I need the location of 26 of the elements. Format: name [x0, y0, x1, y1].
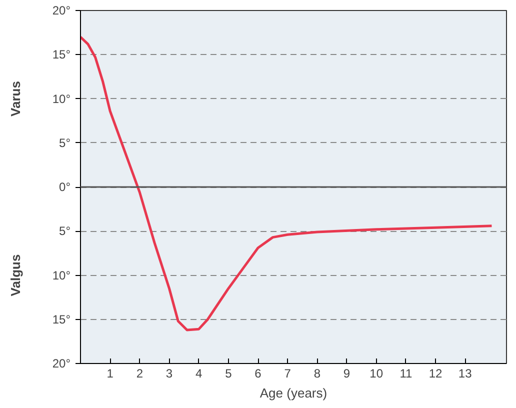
x-tick-label: 5	[225, 366, 232, 380]
line-series	[80, 36, 493, 332]
y-tick-label: 0°	[59, 180, 71, 194]
x-tick-label: 1	[106, 366, 114, 380]
x-tick-label: 11	[400, 366, 412, 380]
x-tick-label: 8	[314, 366, 321, 380]
y-tick-label: 5°	[59, 224, 71, 238]
x-tick-label: 9	[343, 366, 350, 380]
x-tick-label: 4	[195, 366, 202, 380]
x-tick-label: 12	[428, 366, 442, 380]
x-tick-label: 13	[458, 366, 472, 380]
y-tick-label: 5°	[59, 136, 71, 150]
y-tick-label: 20°	[52, 4, 71, 18]
x-tick-label: 3	[166, 366, 173, 380]
text: Valgus	[8, 254, 23, 296]
x-tick-label: 2	[136, 366, 144, 380]
y-tick-label: 10°	[52, 268, 71, 282]
x-tick-label: 6	[254, 366, 262, 380]
x-tick-label: 7	[284, 366, 292, 380]
x-axis-title: Age (years)	[260, 386, 328, 400]
y-tick-label: 15°	[52, 312, 71, 326]
y-tick-label: 20°	[52, 356, 71, 370]
x-tick-label: 10	[370, 366, 384, 380]
text: Varus	[8, 81, 23, 116]
y-tick-label: 10°	[52, 92, 71, 106]
y-tick-label: 15°	[52, 48, 71, 62]
